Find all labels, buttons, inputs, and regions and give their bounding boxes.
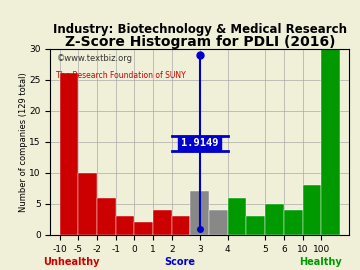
Bar — [78, 173, 97, 235]
Bar — [97, 198, 116, 235]
Text: The Research Foundation of SUNY: The Research Foundation of SUNY — [57, 71, 186, 80]
Text: Score: Score — [165, 257, 195, 267]
Bar — [321, 49, 340, 235]
Bar — [172, 216, 190, 235]
Y-axis label: Number of companies (129 total): Number of companies (129 total) — [19, 72, 28, 212]
Bar — [302, 185, 321, 235]
Bar — [190, 191, 209, 235]
Bar — [284, 210, 302, 235]
Bar — [209, 210, 228, 235]
Bar — [190, 210, 209, 235]
Title: Z-Score Histogram for PDLI (2016): Z-Score Histogram for PDLI (2016) — [64, 35, 335, 49]
Bar — [134, 222, 153, 235]
Bar — [60, 73, 78, 235]
Text: Unhealthy: Unhealthy — [43, 257, 100, 267]
Text: Industry: Biotechnology & Medical Research: Industry: Biotechnology & Medical Resear… — [53, 23, 347, 36]
Bar — [247, 216, 265, 235]
Text: ©www.textbiz.org: ©www.textbiz.org — [57, 54, 132, 63]
Text: Healthy: Healthy — [299, 257, 342, 267]
Bar — [228, 198, 247, 235]
Text: 1.9149: 1.9149 — [181, 138, 219, 148]
Bar — [116, 216, 134, 235]
Bar — [265, 204, 284, 235]
Bar — [153, 210, 172, 235]
